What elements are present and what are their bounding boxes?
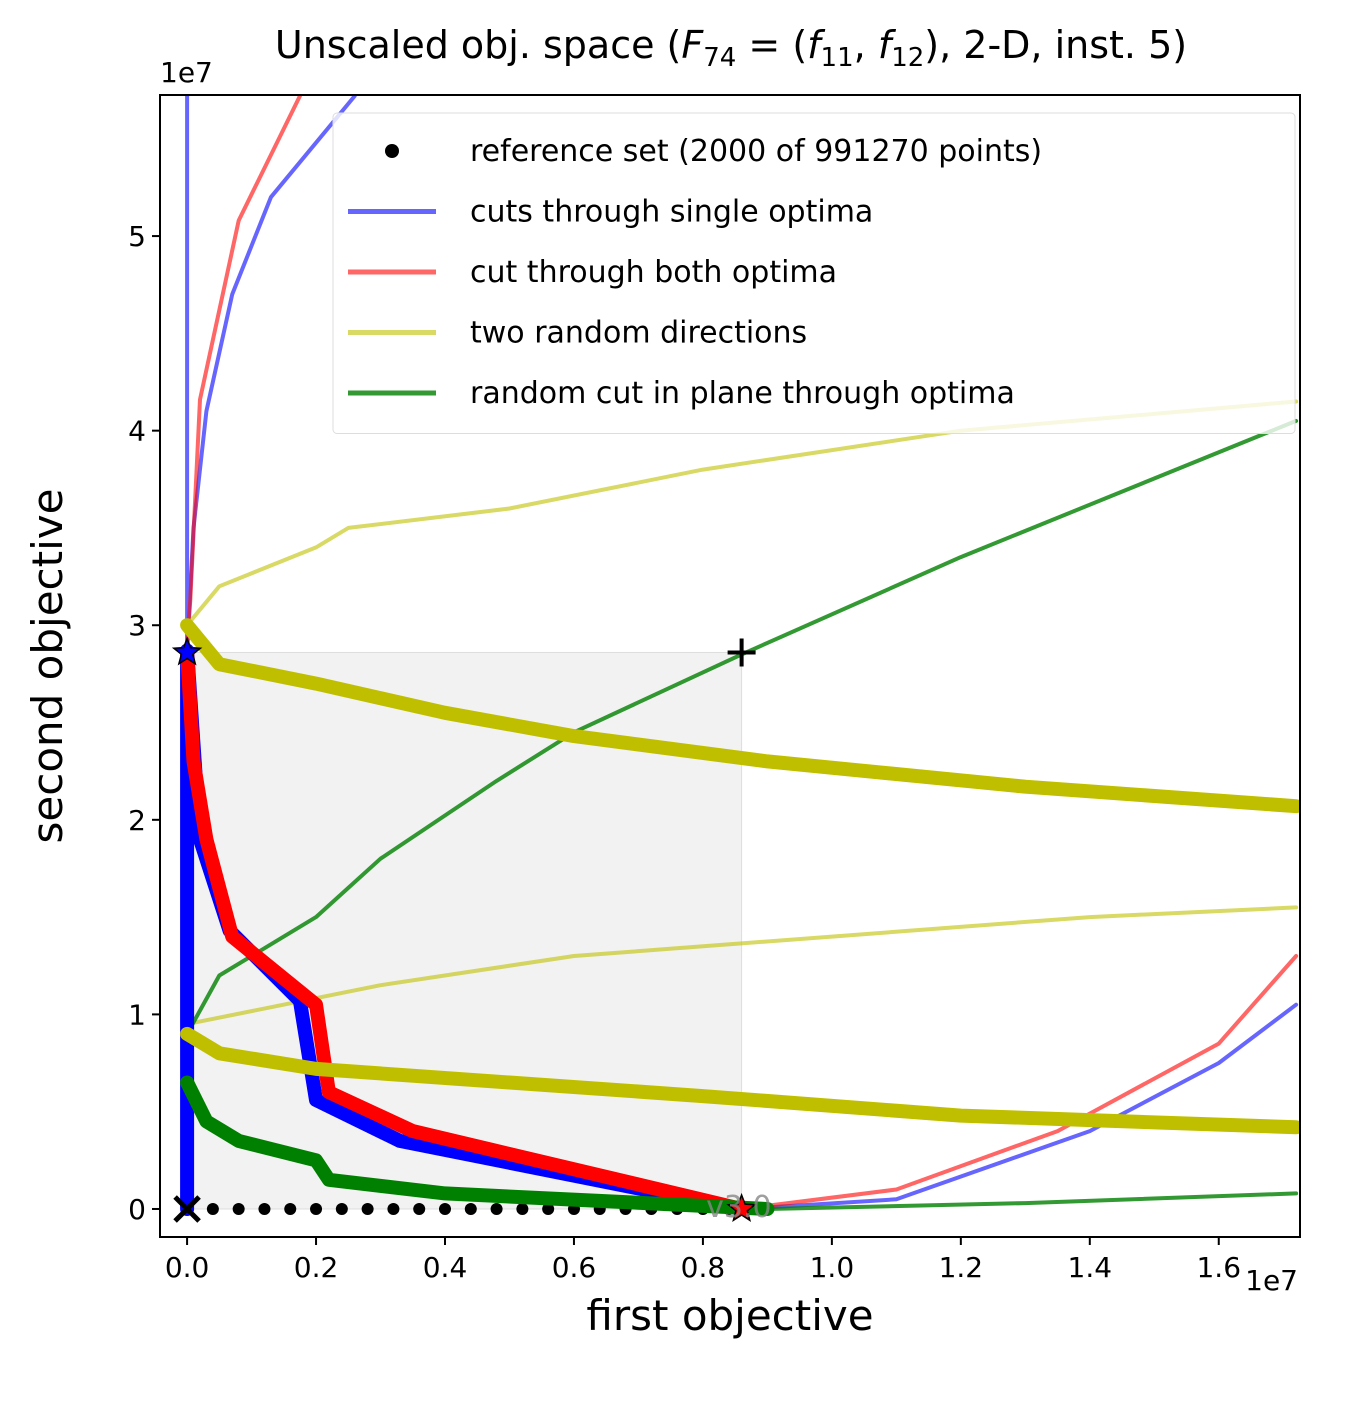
title-part: , xyxy=(854,23,878,67)
reference-point xyxy=(206,1202,219,1215)
reference-point xyxy=(310,1202,323,1215)
reference-point xyxy=(335,1202,348,1215)
x-tick-label: 0.2 xyxy=(294,1251,339,1284)
x-tick-label: 1.6 xyxy=(1196,1251,1241,1284)
x-offset: 1e7 xyxy=(1245,1264,1298,1297)
y-tick-label: 0 xyxy=(128,1193,146,1226)
legend-label: two random directions xyxy=(470,316,807,351)
nadir-marker xyxy=(727,638,756,667)
plot-area xyxy=(180,95,1300,1216)
x-axis-label: first objective xyxy=(586,1291,873,1340)
ideal-marker xyxy=(173,1195,201,1223)
curve xyxy=(180,618,1300,1135)
y-offset: 1e7 xyxy=(160,56,213,89)
y-tick-label: 2 xyxy=(128,804,146,837)
title-part: 12 xyxy=(891,43,924,73)
reference-point xyxy=(516,1202,529,1215)
reference-point xyxy=(387,1202,400,1215)
title-part: 11 xyxy=(821,43,854,73)
optimum-marker xyxy=(726,1192,757,1222)
reference-point xyxy=(284,1202,297,1215)
axes-frame xyxy=(159,94,1301,1238)
y-tick-label: 3 xyxy=(128,609,146,642)
x-tick-label: 1.0 xyxy=(810,1251,855,1284)
y-axis-label: second objective xyxy=(23,489,72,844)
reference-point xyxy=(258,1202,271,1215)
x-tick-label: 0.6 xyxy=(552,1251,597,1284)
y-tick-label: 1 xyxy=(128,998,146,1031)
legend-label: random cut in plane through optima xyxy=(470,376,1015,411)
reference-point xyxy=(439,1202,451,1215)
curve xyxy=(180,1075,775,1216)
legend-label: cuts through single optima xyxy=(470,195,873,230)
reference-point xyxy=(464,1202,477,1215)
legend-label: reference set (2000 of 991270 points) xyxy=(470,134,1042,169)
reference-point xyxy=(232,1202,245,1215)
legend-box xyxy=(332,112,1296,434)
x-tick-label: 1.2 xyxy=(939,1251,984,1284)
reference-point xyxy=(542,1202,555,1215)
curve xyxy=(185,399,1299,1027)
optimum-marker xyxy=(171,636,203,666)
x-tick-label: 1.4 xyxy=(1068,1251,1113,1284)
x-tick-label: 0.4 xyxy=(423,1251,468,1284)
reference-point xyxy=(361,1202,374,1215)
curve xyxy=(180,645,749,1216)
reference-point xyxy=(490,1202,503,1215)
reference-point xyxy=(413,1202,426,1215)
y-tick-label: 5 xyxy=(128,220,146,253)
title-part: F xyxy=(681,23,704,67)
title-part: 74 xyxy=(703,43,736,73)
title-part: Unscaled obj. space ( xyxy=(275,23,681,67)
x-tick-label: 0.8 xyxy=(681,1251,726,1284)
legend-marker xyxy=(385,144,399,158)
y-tick-label: 4 xyxy=(128,415,146,448)
title-part: = ( xyxy=(736,23,807,67)
legend-label: cut through both optima xyxy=(470,255,837,290)
chart-title: Unscaled obj. space (F74 = (f11, f12), 2… xyxy=(275,23,1187,73)
dominated-region xyxy=(186,651,743,1210)
x-tick-label: 0.0 xyxy=(165,1251,210,1284)
curve xyxy=(185,95,1299,1211)
title-part: ), 2-D, inst. 5) xyxy=(924,23,1187,67)
version-annotation: v3.0 xyxy=(706,1190,771,1225)
